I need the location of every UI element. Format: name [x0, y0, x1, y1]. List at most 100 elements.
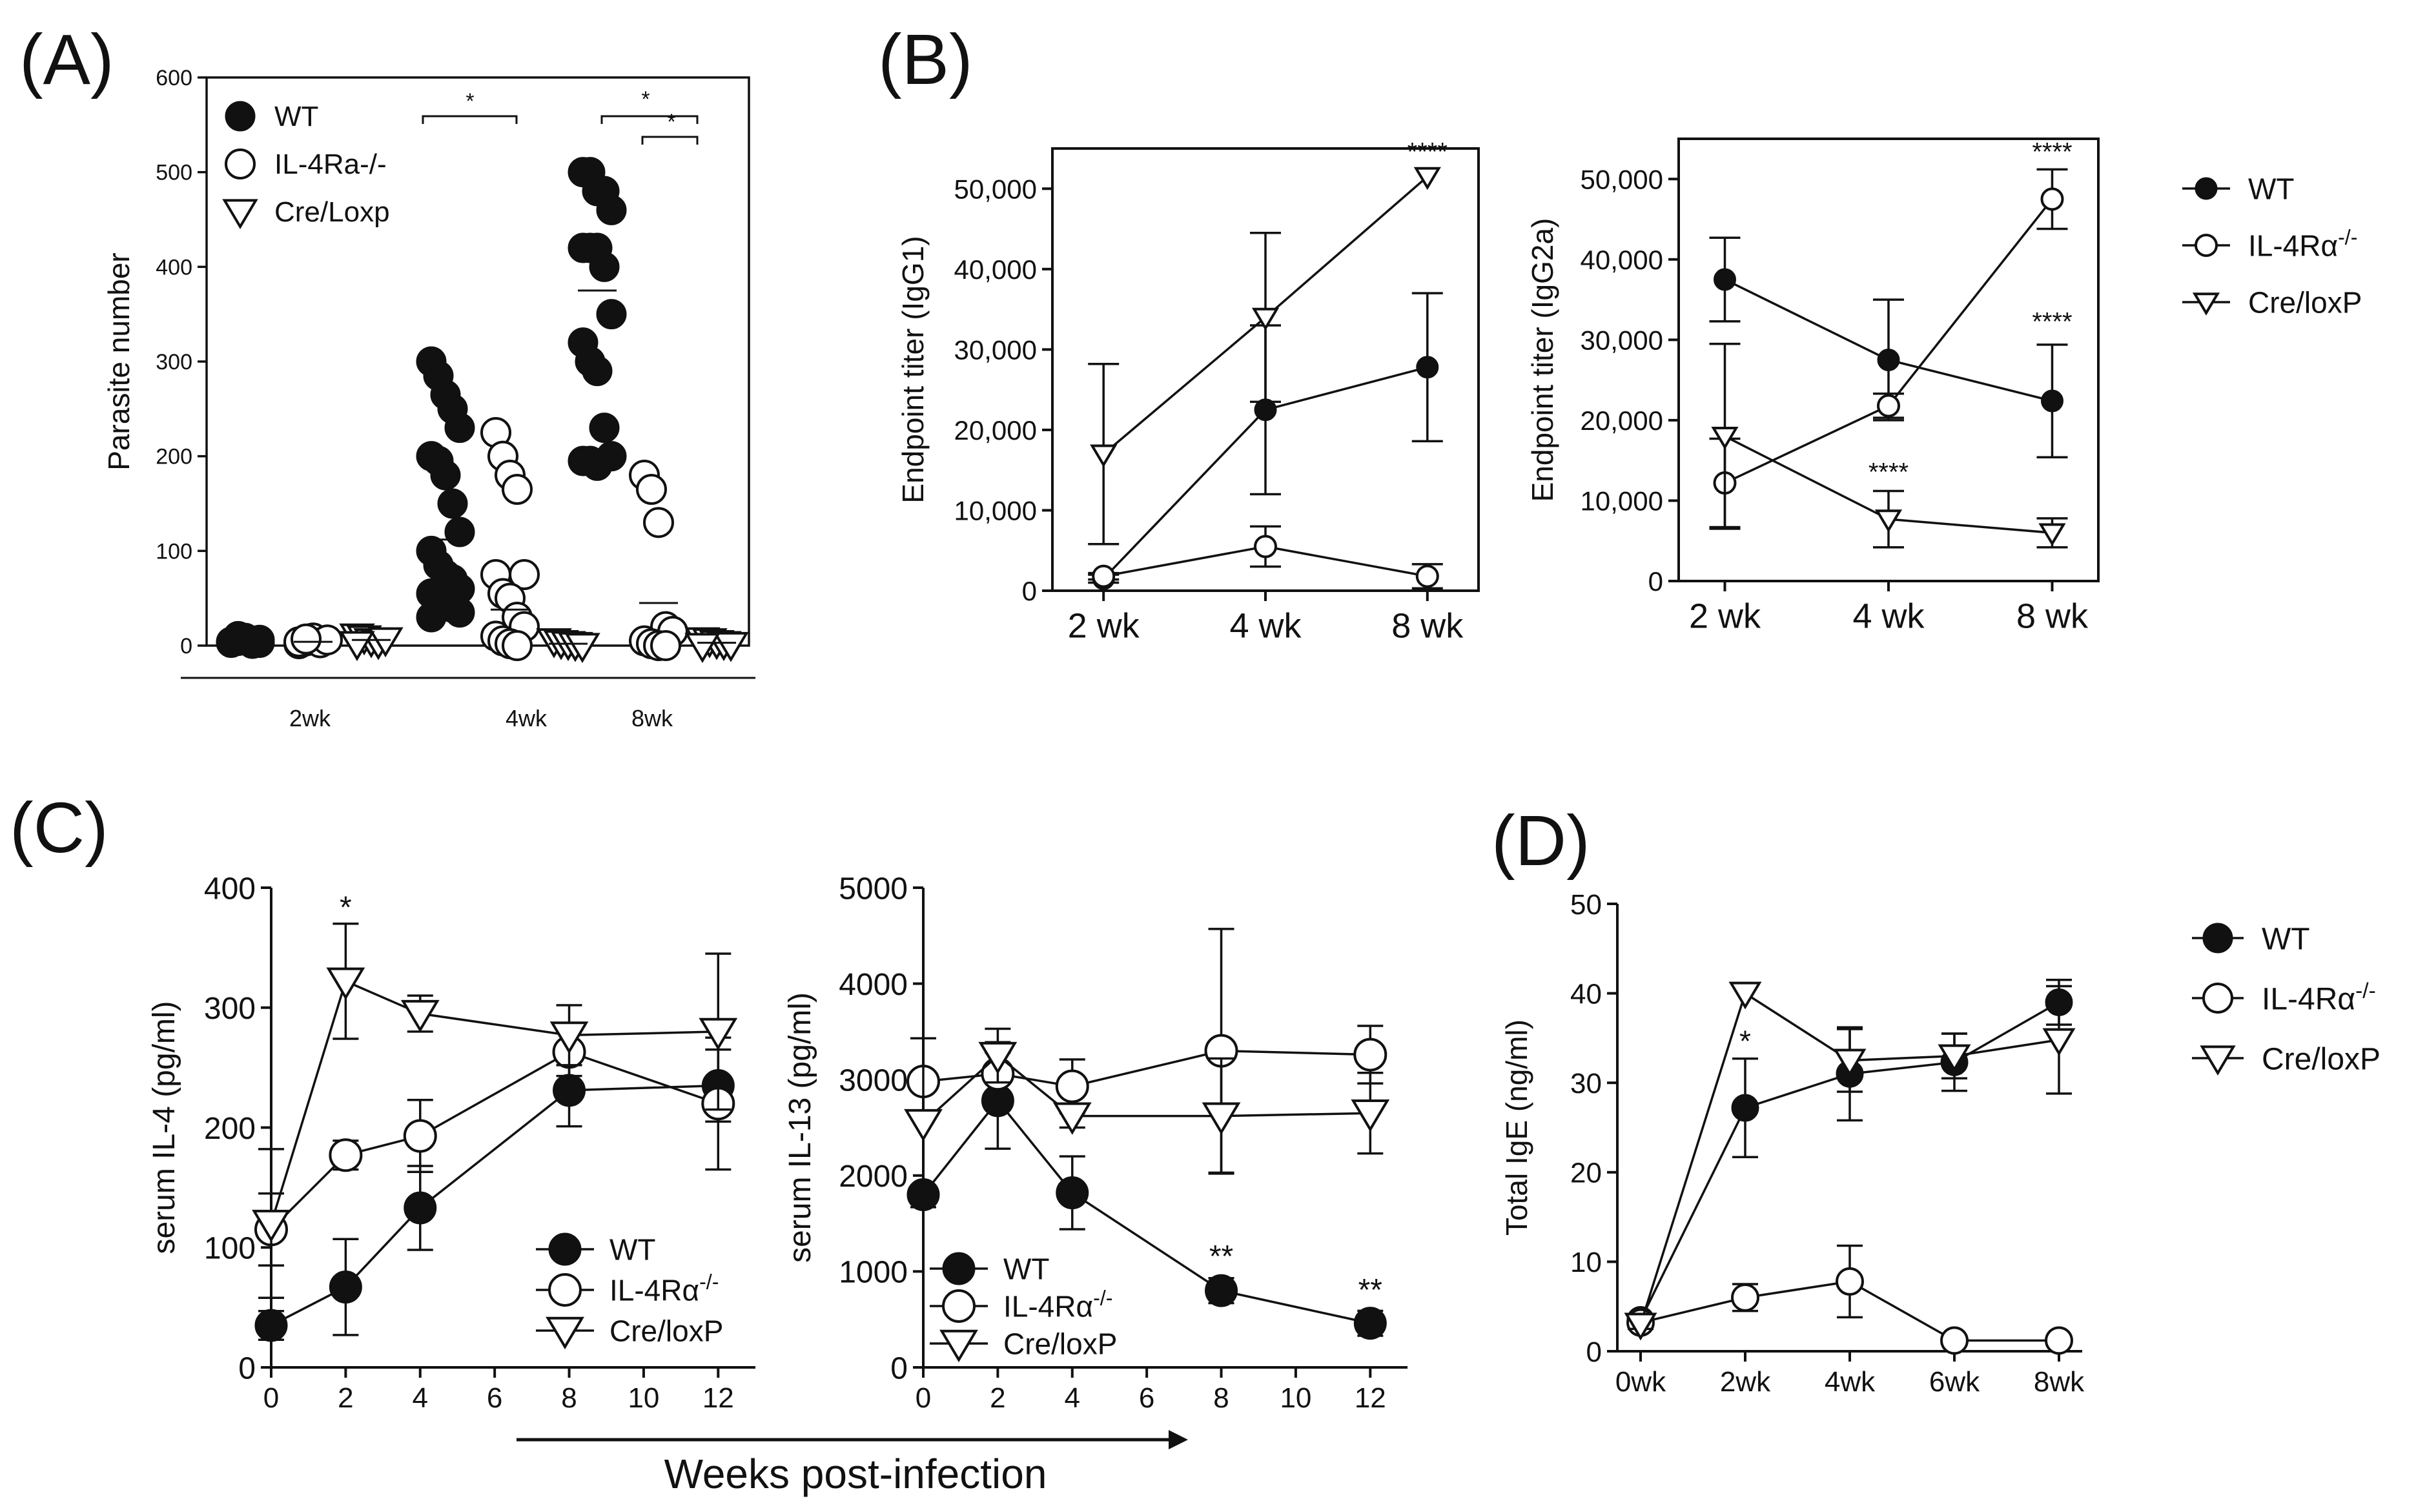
data-point — [2042, 1028, 2076, 1056]
x-tick-label: 8 wk — [1391, 607, 1464, 646]
group-label: 8wk — [631, 705, 673, 731]
significance-mark: * — [641, 87, 650, 112]
data-point — [596, 299, 627, 330]
legend-label: Cre/loxP — [2248, 286, 2362, 320]
data-point — [1056, 1176, 1089, 1210]
legend-label: IL-4Rα-/- — [609, 1271, 719, 1307]
data-point — [254, 1309, 288, 1342]
y-tick-label: 400 — [204, 872, 256, 906]
series-cre-loxp — [1709, 342, 2068, 549]
series-il-4r — [254, 1027, 735, 1267]
x-tick-label: 0wk — [1615, 1366, 1666, 1398]
data-point — [430, 460, 461, 491]
series-cre-loxp — [1088, 167, 1441, 546]
data-point — [404, 1191, 437, 1225]
legend-item-il-4r: IL-4Rα-/- — [2192, 979, 2376, 1016]
y-tick-label: 200 — [156, 445, 192, 469]
significance-mark: * — [667, 110, 675, 134]
legend-label: WT — [2248, 172, 2295, 206]
significance-bracket: * — [641, 110, 699, 145]
y-tick-label: 40 — [1570, 978, 1602, 1010]
significance-mark: ** — [1358, 1273, 1382, 1307]
legend-marker — [225, 101, 256, 132]
y-tick-label: 20,000 — [1581, 405, 1663, 436]
data-point — [650, 630, 681, 661]
significance-mark: ** — [1209, 1240, 1233, 1274]
y-axis-label: serum IL-13 (pg/ml) — [783, 992, 817, 1263]
data-point — [502, 630, 533, 661]
data-point — [1714, 268, 1736, 291]
x-tick-label: 12 — [1355, 1382, 1386, 1414]
data-point — [437, 488, 468, 519]
data-point — [596, 194, 627, 225]
x-tick-label: 2 wk — [1689, 597, 1761, 636]
x-tick-label: 6 — [1139, 1382, 1154, 1414]
data-point — [1938, 1044, 1971, 1072]
y-axis-label: Parasite number — [102, 252, 136, 471]
data-point — [326, 967, 365, 1000]
y-tick-label: 1000 — [839, 1256, 908, 1290]
data-point — [1624, 1313, 1657, 1341]
data-point — [1055, 1069, 1089, 1103]
legend-item-il-4r: IL-4Rα-/- — [2182, 226, 2357, 263]
data-point — [444, 413, 475, 444]
series-cre-loxp — [904, 1027, 1390, 1209]
data-point — [553, 1074, 586, 1107]
y-tick-label: 50,000 — [954, 174, 1037, 204]
x-tick-label: 8 — [1213, 1382, 1229, 1414]
legend-item-wt: WT — [2182, 172, 2295, 206]
legend-marker — [939, 1329, 978, 1363]
legend-marker — [942, 1252, 976, 1285]
y-tick-label: 0 — [1648, 566, 1663, 597]
legend-item-wt: WT — [536, 1232, 656, 1267]
legend-d: WT IL-4Rα-/- Cre/loxP — [2192, 922, 2380, 1076]
legend-label: WT — [1003, 1252, 1050, 1286]
panel-letter-a: (A) — [19, 20, 114, 99]
data-point — [1940, 1326, 1969, 1355]
y-tick-label: 3000 — [839, 1063, 908, 1098]
weeks-arrow — [517, 1430, 1188, 1449]
x-tick-label: 4 wk — [1852, 597, 1925, 636]
x-tick-label: 4 — [413, 1382, 428, 1414]
data-point — [1351, 1099, 1390, 1132]
y-tick-label: 0 — [1022, 576, 1037, 606]
x-tick-label: 8wk — [2034, 1366, 2085, 1398]
x-tick-label: 2 — [990, 1382, 1005, 1414]
data-point — [1416, 356, 1439, 379]
significance-mark: **** — [2032, 307, 2072, 336]
legend-label: Cre/Loxp — [274, 196, 390, 228]
legend-marker — [2200, 1045, 2236, 1076]
chart-b-igg1: 0 10,000 20,000 30,000 40,000 50,000 2 wk 4 wk 8… — [896, 138, 1480, 646]
legend-item-wt: WT — [225, 101, 318, 132]
legend-label: WT — [274, 101, 318, 132]
data-point — [1254, 535, 1277, 558]
data-point — [549, 1021, 589, 1054]
bracket-line — [422, 115, 518, 124]
data-point — [1413, 167, 1441, 190]
legend-item-il-4ra: IL-4Ra-/- — [225, 148, 387, 180]
significance-mark: **** — [1868, 458, 1909, 486]
x-tick-label: 4wk — [1825, 1366, 1876, 1398]
data-point — [713, 631, 749, 662]
y-axis-label: Endpoint titer (IgG1) — [896, 236, 930, 503]
legend-item-cre-loxp: Cre/loxP — [2192, 1042, 2380, 1076]
x-tick-label: 10 — [628, 1382, 659, 1414]
y-tick-label: 4000 — [839, 968, 908, 1002]
y-tick-label: 30 — [1570, 1068, 1602, 1099]
y-tick-label: 50 — [1570, 889, 1602, 921]
legend-marker — [2192, 292, 2220, 316]
y-axis-label: Endpoint titer (IgG2a) — [1526, 218, 1559, 502]
y-tick-label: 400 — [156, 255, 192, 280]
x-tick-label: 0 — [916, 1382, 931, 1414]
chart-c-il13: 0 1000 2000 3000 4000 5000 0 2 4 6 8 10 12 serum IL-1… — [783, 872, 1408, 1414]
series-line — [270, 979, 719, 1224]
x-tick-label: 8 wk — [2016, 597, 2089, 636]
data-point — [1833, 1048, 1867, 1077]
y-tick-label: 0 — [1586, 1336, 1602, 1368]
series-cre-loxp — [252, 922, 738, 1300]
series-wt — [1709, 236, 2068, 458]
data-point — [502, 474, 533, 505]
legend-label: IL-4Rα-/- — [1003, 1287, 1112, 1323]
data-point — [1836, 1267, 1864, 1296]
